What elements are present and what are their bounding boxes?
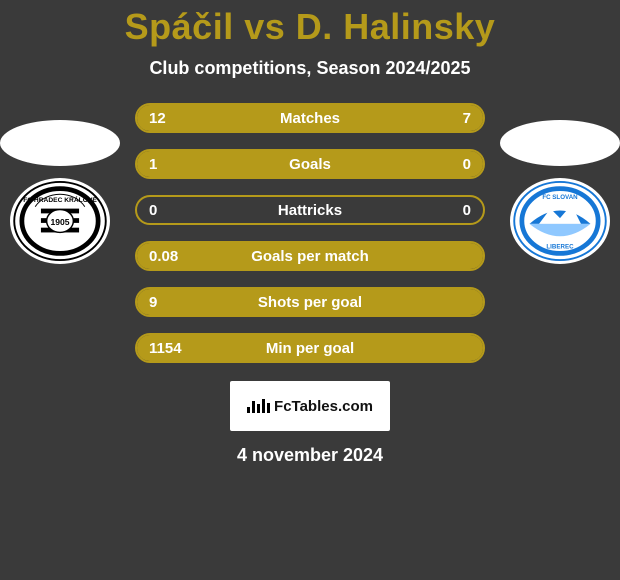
stat-value-left: 0 — [149, 202, 157, 219]
player-left: FC HRADEC KRÁLOVÉ 1905 — [0, 120, 120, 264]
player-right: FC SLOVAN LIBEREC — [500, 120, 620, 264]
stat-value-right: 0 — [463, 202, 471, 219]
stat-label: Matches — [280, 110, 340, 127]
stat-row: 12 Matches 7 — [135, 103, 485, 133]
date: 4 november 2024 — [237, 445, 383, 466]
stat-label: Min per goal — [266, 340, 354, 357]
jersey-right — [500, 120, 620, 166]
stat-value-left: 1154 — [149, 340, 182, 357]
stat-label: Goals per match — [251, 248, 369, 265]
stat-row: 0 Hattricks 0 — [135, 195, 485, 225]
stat-value-left: 1 — [149, 156, 157, 173]
crest-right: FC SLOVAN LIBEREC — [510, 178, 610, 264]
subtitle: Club competitions, Season 2024/2025 — [149, 58, 470, 79]
stat-row: 1 Goals 0 — [135, 149, 485, 179]
svg-text:1905: 1905 — [50, 217, 69, 227]
logo-bars-icon — [247, 399, 270, 413]
crest-right-svg: FC SLOVAN LIBEREC — [512, 180, 608, 262]
stat-label: Goals — [289, 156, 331, 173]
crest-left: FC HRADEC KRÁLOVÉ 1905 — [10, 178, 110, 264]
stat-row: 9 Shots per goal — [135, 287, 485, 317]
stat-value-left: 9 — [149, 294, 157, 311]
stat-label: Shots per goal — [258, 294, 362, 311]
logo-text: FcTables.com — [274, 398, 373, 415]
stat-value-right: 0 — [463, 156, 471, 173]
stat-row: 0.08 Goals per match — [135, 241, 485, 271]
stat-row: 1154 Min per goal — [135, 333, 485, 363]
stat-value-left: 0.08 — [149, 248, 178, 265]
page-title: Spáčil vs D. Halinsky — [125, 6, 496, 48]
svg-text:FC SLOVAN: FC SLOVAN — [542, 194, 578, 201]
crest-left-svg: FC HRADEC KRÁLOVÉ 1905 — [12, 180, 108, 262]
stat-value-left: 12 — [149, 110, 166, 127]
infographic: Spáčil vs D. Halinsky Club competitions,… — [0, 0, 620, 580]
svg-text:FC HRADEC KRÁLOVÉ: FC HRADEC KRÁLOVÉ — [23, 195, 97, 204]
stat-label: Hattricks — [278, 202, 342, 219]
fctables-logo: FcTables.com — [230, 381, 390, 431]
svg-text:LIBEREC: LIBEREC — [546, 244, 574, 251]
stat-value-right: 7 — [463, 110, 471, 127]
jersey-left — [0, 120, 120, 166]
